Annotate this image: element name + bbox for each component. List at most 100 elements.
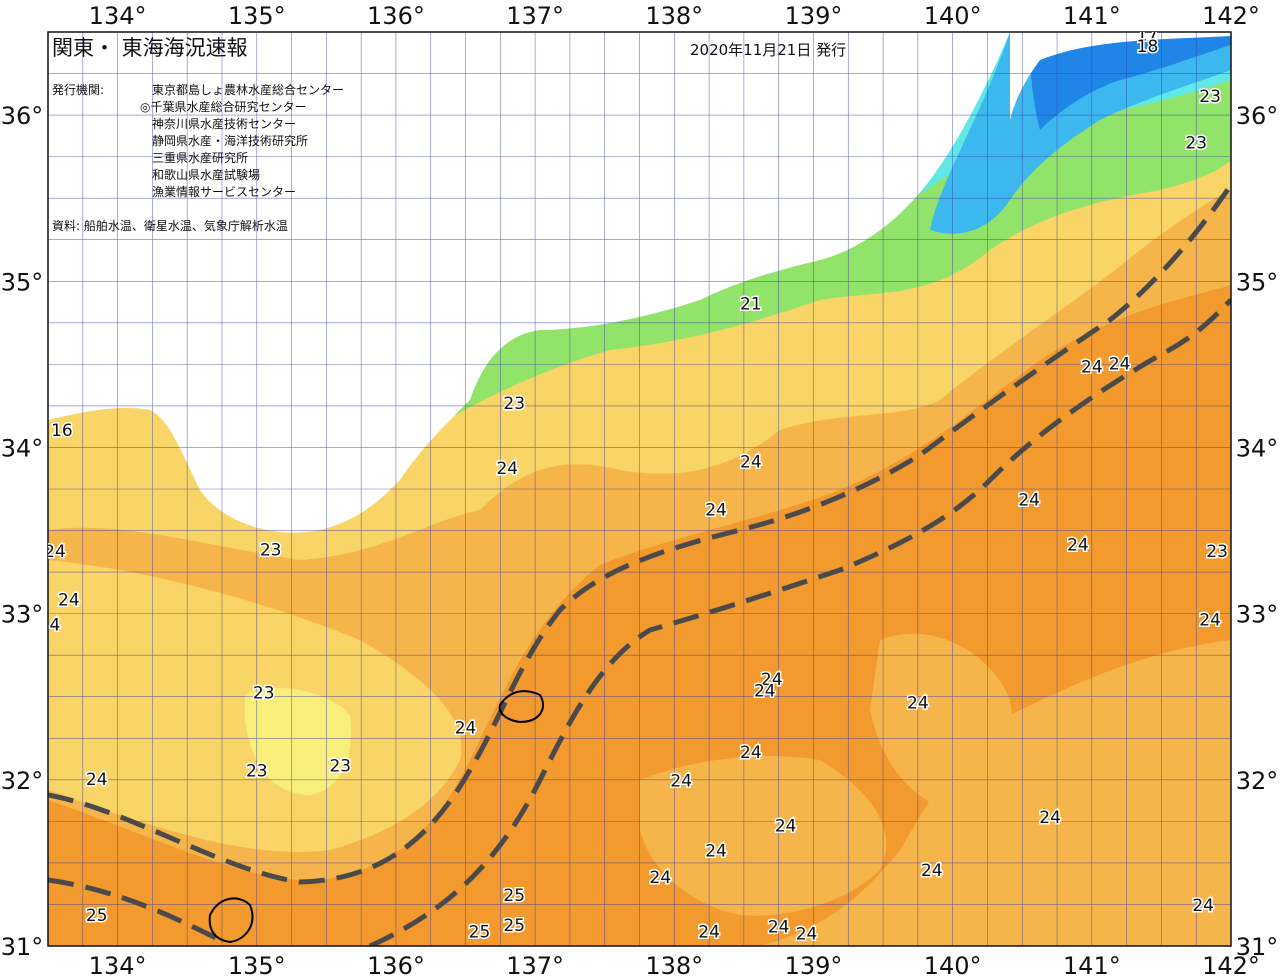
longitude-label-bottom: 140° — [924, 952, 982, 980]
longitude-label-top: 136° — [367, 2, 425, 30]
longitude-label-bottom: 138° — [645, 952, 703, 980]
temperature-label: 24 — [921, 861, 943, 881]
latitude-label-right: 36° — [1236, 102, 1279, 130]
temperature-label: 24 — [740, 452, 762, 472]
temperature-label: 24 — [775, 816, 797, 836]
issuer-item: 神奈川県水産技術センター — [152, 116, 296, 131]
temp-24-patch-south — [640, 756, 887, 916]
map-title: 関東・ 東海海況速報 — [52, 36, 248, 60]
latitude-label-right: 34° — [1236, 434, 1279, 462]
longitude-label-bottom: 134° — [89, 952, 147, 980]
temperature-label: 24 — [1039, 808, 1061, 828]
temperature-label: 25 — [469, 923, 491, 943]
temperature-label: 21 — [740, 295, 762, 315]
longitude-label-bottom: 142° — [1202, 952, 1260, 980]
issuer-list: 東京都島しょ農林水産総合センター ◎千葉県水産総合研究センター神奈川県水産技術セン… — [140, 82, 344, 199]
temperature-label: 24 — [670, 771, 692, 791]
temperature-label: 16 — [51, 421, 73, 441]
temp-15-band — [1030, 32, 1231, 130]
temperature-label: 23 — [246, 761, 268, 781]
land-izu-boso — [1010, 32, 1231, 120]
temperature-label: 23 — [253, 683, 275, 703]
temperature-label: 24 — [907, 693, 929, 713]
longitude-label-top: 140° — [924, 2, 982, 30]
temperature-label: 24 — [1199, 610, 1221, 630]
issuer-item: ◎千葉県水産総合研究センター — [140, 99, 306, 114]
graticule — [48, 32, 1231, 946]
latitude-label-left: 34° — [1, 434, 44, 462]
temperature-label: 17 — [1137, 25, 1159, 45]
longitude-label-top: 135° — [228, 2, 286, 30]
temperature-label: 24 — [705, 841, 727, 861]
issue-date: 2020年11月21日 発行 — [690, 41, 846, 59]
temp-17-band — [930, 32, 1231, 234]
temperature-label: 23 — [1206, 542, 1228, 562]
latitude-label-right: 32° — [1236, 767, 1279, 795]
longitude-label-bottom: 137° — [506, 952, 564, 980]
temperature-label: 24 — [698, 923, 720, 943]
temperature-label: 24 — [1018, 491, 1040, 511]
latitude-label-left: 36° — [1, 102, 44, 130]
temperature-label: 24 — [754, 682, 776, 702]
issuer-label: 発行機関: — [52, 82, 104, 97]
temperature-label: 24 — [705, 501, 727, 521]
land-kinki-shikoku — [48, 32, 1010, 533]
temperature-label: 24 — [761, 670, 783, 690]
temperature-label: 4 — [50, 615, 61, 635]
issuer-item: 三重県水産研究所 — [152, 150, 248, 165]
temperature-label: 24 — [44, 542, 66, 562]
temperature-label: 23 — [503, 394, 525, 414]
temperature-label: 18 — [1137, 37, 1159, 57]
eddy-outline-south — [208, 897, 254, 944]
issuer-item: 東京都島しょ農林水産総合センター — [152, 82, 344, 97]
temperature-label: 24 — [740, 743, 762, 763]
map-body — [48, 32, 1231, 946]
issuer-item: 漁業情報サービスセンター — [152, 185, 296, 199]
temperature-label: 23 — [1199, 87, 1221, 107]
eddy-outline — [498, 690, 545, 724]
latitude-label-right: 31° — [1236, 933, 1279, 961]
longitude-label-top: 141° — [1063, 2, 1121, 30]
temperature-label: 23 — [1185, 133, 1207, 153]
temperature-label: 25 — [86, 906, 108, 926]
temp-22-patch — [245, 687, 351, 795]
issuer-item: 静岡県水産・海洋技術研究所 — [152, 133, 308, 148]
temperature-label: 24 — [796, 924, 818, 944]
longitude-label-bottom: 135° — [228, 952, 286, 980]
longitude-label-top: 142° — [1202, 2, 1260, 30]
kuroshio-south-edge — [48, 298, 1231, 946]
temperature-label: 24 — [496, 459, 518, 479]
longitude-label-top: 138° — [645, 2, 703, 30]
temperature-label: 25 — [503, 886, 525, 906]
latitude-label-left: 32° — [1, 767, 44, 795]
kuroshio-north-edge — [48, 183, 1231, 885]
longitude-label-bottom: 136° — [367, 952, 425, 980]
latitude-label-left: 35° — [1, 268, 44, 296]
longitude-label-top: 134° — [89, 2, 147, 30]
data-source: 資料: 船舶水温、衛星水温、気象庁解析水温 — [52, 218, 288, 233]
latitude-label-right: 33° — [1236, 601, 1279, 629]
temperature-label: 24 — [455, 718, 477, 738]
temperature-label: 24 — [86, 770, 108, 790]
longitude-label-top: 139° — [785, 2, 843, 30]
map-frame — [47, 31, 1232, 947]
temperature-label: 24 — [1192, 896, 1214, 916]
temp-24-patch-east — [870, 633, 1012, 810]
temperature-label: 24 — [58, 590, 80, 610]
longitude-label-bottom: 139° — [785, 952, 843, 980]
longitude-label-top: 137° — [506, 2, 564, 30]
latitude-label-left: 33° — [1, 601, 44, 629]
temperature-label: 23 — [260, 540, 282, 560]
temperature-label: 24 — [650, 868, 672, 888]
latitude-label-left: 31° — [1, 933, 44, 961]
temperature-label: 24 — [1081, 358, 1103, 378]
temperature-label: 24 — [1109, 354, 1131, 374]
longitude-label-bottom: 141° — [1063, 952, 1121, 980]
temperature-label: 23 — [329, 757, 351, 777]
temperature-label: 24 — [1067, 535, 1089, 555]
temperature-label: 24 — [768, 918, 790, 938]
temperature-label: 25 — [503, 916, 525, 936]
